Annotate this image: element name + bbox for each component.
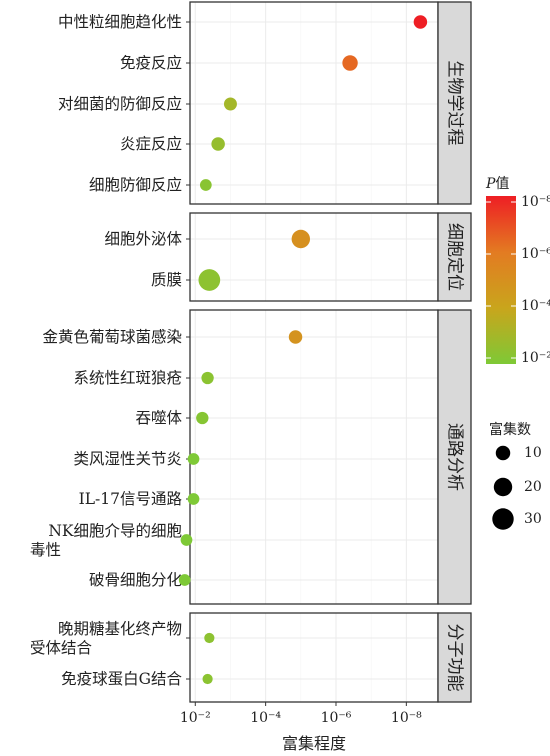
data-point (342, 55, 358, 71)
term-label: 金黄色葡萄球菌感染 (42, 328, 182, 346)
term-label: 质膜 (151, 271, 182, 289)
term-label: 免疫球蛋白G结合 (61, 670, 182, 688)
term-label: 免疫反应 (120, 53, 182, 72)
size-legend-key (492, 508, 514, 530)
data-point (178, 574, 191, 586)
data-point (202, 673, 213, 685)
color-legend-title: P值 (485, 176, 509, 192)
color-legend-label: 10⁻⁶ (521, 246, 550, 262)
data-point (180, 534, 193, 546)
color-legend-label: 10⁻⁸ (521, 194, 550, 210)
data-point (288, 330, 303, 344)
facet-strip (437, 212, 472, 302)
facet-strip-label: 通路分析 (445, 423, 465, 491)
color-bar (486, 196, 516, 364)
facet-strip (437, 1, 472, 205)
x-axis-title: 富集程度 (282, 734, 346, 753)
data-point (201, 371, 214, 385)
term-label: 对细菌的防御反应 (58, 94, 182, 113)
panel-background (190, 310, 438, 604)
term-label: 类风湿性关节炎 (73, 450, 182, 468)
x-tick-label: 10⁻⁸ (391, 710, 422, 726)
data-point (187, 493, 200, 505)
term-label: 晚期糖基化终产物受体结合 (30, 620, 182, 657)
data-point (211, 137, 225, 151)
data-point (204, 632, 215, 644)
term-label: 炎症反应 (120, 134, 182, 153)
panel-background (190, 613, 438, 702)
data-point (198, 269, 221, 291)
size-legend-key (493, 477, 513, 497)
color-legend-label: 10⁻² (521, 350, 550, 366)
data-point (196, 411, 209, 425)
facet-strip-label: 生物学过程 (445, 61, 465, 146)
term-label: 细胞外泌体 (104, 230, 182, 248)
x-tick-label: 10⁻⁴ (250, 710, 281, 726)
size-legend-label: 10 (524, 445, 542, 461)
data-point (199, 179, 212, 191)
size-legend-label: 30 (524, 511, 542, 527)
x-tick-label: 10⁻² (180, 710, 211, 726)
facet-strip (437, 612, 472, 703)
size-legend-key (495, 445, 511, 461)
color-legend-label: 10⁻⁴ (521, 298, 550, 314)
size-legend-title: 富集数 (489, 421, 531, 438)
data-point (291, 229, 311, 249)
term-label: IL-17信号通路 (79, 490, 183, 508)
size-legend-label: 20 (524, 479, 542, 495)
data-point (223, 97, 237, 111)
term-label: 破骨细胞分化 (89, 571, 182, 589)
facet-strip-label: 细胞定位 (445, 223, 465, 291)
facet-strip-label: 分子功能 (445, 624, 465, 692)
term-label: 中性粒细胞趋化性 (58, 13, 182, 31)
x-tick-label: 10⁻⁶ (321, 710, 352, 726)
term-label: NK细胞介导的细胞毒性 (30, 522, 182, 559)
facet-strip (437, 309, 472, 605)
panel-background (190, 213, 438, 301)
term-label: 系统性红斑狼疮 (73, 369, 182, 387)
data-point (187, 453, 200, 465)
term-label: 吞噬体 (135, 409, 182, 427)
data-point (413, 15, 428, 29)
term-label: 细胞防御反应 (89, 175, 182, 194)
